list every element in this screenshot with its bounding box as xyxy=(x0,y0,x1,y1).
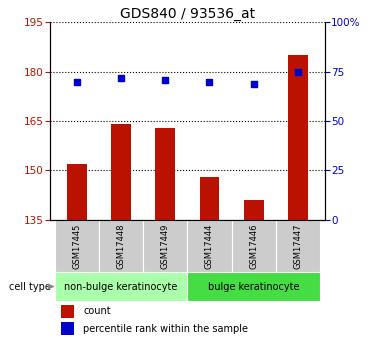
Text: GSM17445: GSM17445 xyxy=(72,223,81,269)
Point xyxy=(207,79,213,85)
Point xyxy=(295,69,301,75)
Bar xyxy=(155,128,175,220)
Bar xyxy=(61,322,74,335)
Bar xyxy=(143,220,187,272)
Bar xyxy=(111,124,131,220)
Text: GSM17448: GSM17448 xyxy=(116,223,125,269)
Bar xyxy=(288,55,308,220)
Title: GDS840 / 93536_at: GDS840 / 93536_at xyxy=(120,7,255,21)
Bar xyxy=(276,220,320,272)
Point xyxy=(162,77,168,82)
Text: cell type: cell type xyxy=(9,282,51,292)
Bar xyxy=(232,220,276,272)
Bar xyxy=(55,272,187,301)
Bar xyxy=(99,220,143,272)
Text: count: count xyxy=(83,306,111,316)
Bar xyxy=(200,177,220,220)
Bar xyxy=(67,164,86,220)
Text: non-bulge keratinocyte: non-bulge keratinocyte xyxy=(64,282,178,292)
Text: bulge keratinocyte: bulge keratinocyte xyxy=(208,282,299,292)
Point xyxy=(118,75,124,80)
Bar xyxy=(55,220,99,272)
Bar xyxy=(61,305,74,318)
Bar xyxy=(244,200,264,220)
Text: GSM17444: GSM17444 xyxy=(205,223,214,269)
Text: percentile rank within the sample: percentile rank within the sample xyxy=(83,324,248,334)
Bar xyxy=(187,220,232,272)
Text: GSM17447: GSM17447 xyxy=(293,223,303,269)
Text: GSM17449: GSM17449 xyxy=(161,223,170,269)
Text: GSM17446: GSM17446 xyxy=(249,223,258,269)
Point xyxy=(74,79,80,85)
Bar xyxy=(187,272,320,301)
Point xyxy=(251,81,257,86)
